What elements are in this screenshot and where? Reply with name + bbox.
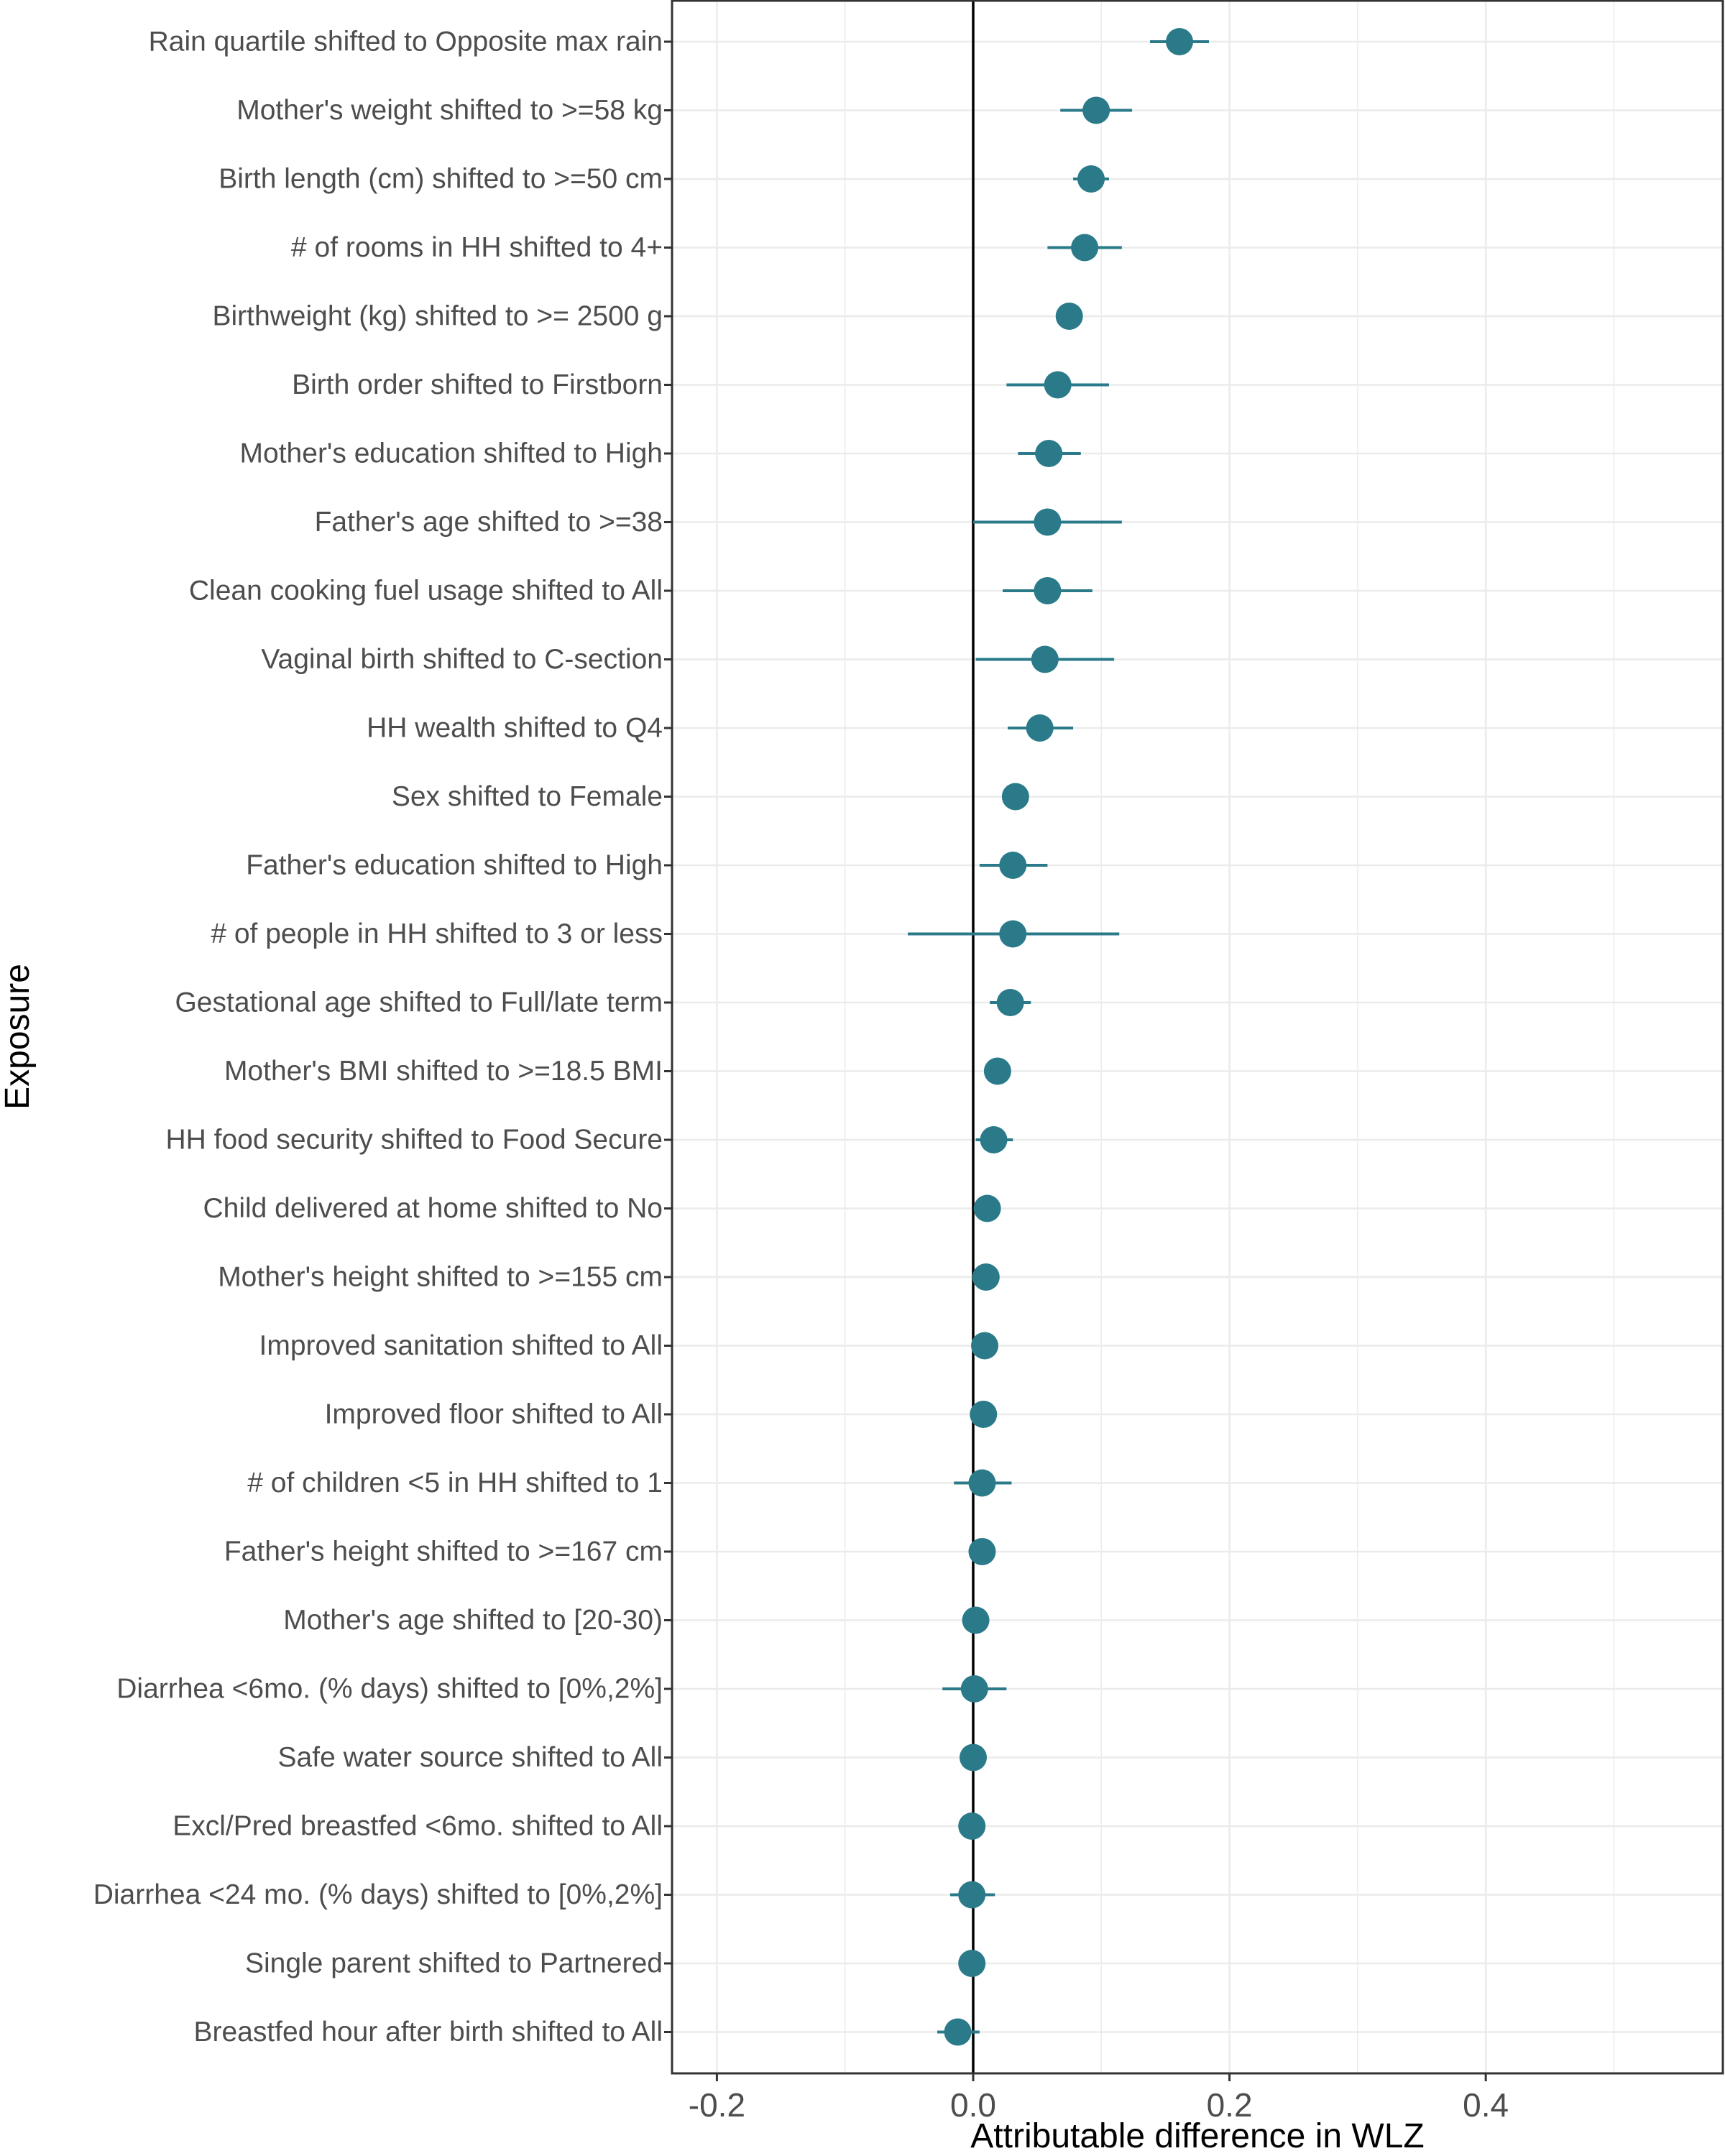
y-tick-label: # of rooms in HH shifted to 4+ (291, 232, 663, 263)
y-tick-label: Single parent shifted to Partnered (245, 1948, 663, 1979)
x-tick-label: 0.2 (1207, 2086, 1253, 2124)
point-estimates (944, 28, 1194, 2046)
y-tick-label: Father's height shifted to >=167 cm (224, 1537, 663, 1567)
point-estimate (944, 2018, 972, 2046)
y-tick-label: Clean cooking fuel usage shifted to All (189, 576, 663, 607)
x-axis-title: Attributable difference in WLZ (970, 2117, 1424, 2155)
point-estimate (970, 1401, 998, 1428)
y-tick-label: Mother's age shifted to [20-30) (283, 1605, 663, 1636)
y-tick-label: Breastfed hour after birth shifted to Al… (193, 2017, 663, 2047)
point-estimate (972, 1263, 1000, 1291)
y-tick-label: Improved sanitation shifted to All (259, 1330, 663, 1361)
y-tick-label: Sex shifted to Female (392, 781, 663, 812)
y-tick-label: Mother's weight shifted to >=58 kg (236, 95, 663, 126)
point-estimate (1001, 783, 1029, 811)
y-tick-label: Diarrhea <6mo. (% days) shifted to [0%,2… (116, 1674, 663, 1705)
y-tick-label: Birthweight (kg) shifted to >= 2500 g (212, 301, 663, 332)
point-estimate (1077, 165, 1105, 193)
x-axis: -0.2 0.0 0.2 0.4 (689, 2073, 1509, 2124)
y-axis: Rain quartile shifted to Opposite max ra… (93, 27, 672, 2047)
point-estimate (968, 1538, 996, 1565)
point-estimate (996, 989, 1024, 1016)
y-tick-label: Mother's height shifted to >=155 cm (218, 1262, 663, 1293)
point-estimate (958, 1881, 986, 1909)
point-estimate (1044, 371, 1072, 399)
point-estimate (999, 852, 1027, 879)
point-estimate (999, 920, 1027, 948)
point-estimate (1082, 96, 1110, 124)
point-estimate (962, 1606, 990, 1634)
y-tick-label: HH wealth shifted to Q4 (367, 713, 663, 744)
x-tick-label: 0.4 (1463, 2086, 1509, 2124)
y-tick-label: Birth length (cm) shifted to >=50 cm (218, 164, 663, 195)
point-estimate (980, 1126, 1008, 1153)
x-tick-label: 0.0 (950, 2086, 996, 2124)
point-estimate (1166, 28, 1194, 55)
y-tick-label: # of people in HH shifted to 3 or less (211, 918, 663, 949)
y-tick-label: Father's education shifted to High (246, 850, 663, 881)
point-estimate (1035, 440, 1063, 467)
point-estimate (960, 1675, 988, 1703)
y-axis-title: Exposure (0, 964, 37, 1110)
y-tick-label: Mother's education shifted to High (240, 438, 663, 469)
point-estimate (959, 1743, 987, 1772)
y-tick-label: Gestational age shifted to Full/late ter… (175, 987, 663, 1018)
point-estimate (1031, 645, 1059, 673)
point-estimate (1055, 303, 1083, 330)
point-estimate (968, 1469, 996, 1497)
point-estimate (1034, 508, 1062, 536)
y-tick-label: Diarrhea <24 mo. (% days) shifted to [0%… (93, 1879, 663, 1910)
panel-border (671, 0, 1724, 2075)
point-estimate (1034, 577, 1062, 604)
point-estimate (983, 1057, 1011, 1085)
y-tick-label: # of children <5 in HH shifted to 1 (247, 1468, 663, 1498)
y-tick-label: Father's age shifted to >=38 (315, 507, 663, 538)
y-tick-label: Safe water source shifted to All (278, 1742, 663, 1773)
x-tick-label: -0.2 (689, 2086, 745, 2124)
y-tick-label: HH food security shifted to Food Secure (165, 1125, 663, 1156)
point-estimate (971, 1332, 999, 1360)
y-tick-label: Excl/Pred breastfed <6mo. shifted to All (172, 1811, 663, 1842)
y-tick-label: Rain quartile shifted to Opposite max ra… (149, 27, 663, 57)
point-estimate (1071, 234, 1099, 262)
y-tick-label: Mother's BMI shifted to >=18.5 BMI (224, 1056, 663, 1087)
y-tick-label: Improved floor shifted to All (325, 1399, 663, 1430)
point-estimate (958, 1812, 986, 1840)
y-tick-label: Birth order shifted to Firstborn (292, 369, 663, 400)
y-tick-label: Child delivered at home shifted to No (203, 1193, 663, 1224)
point-estimate (973, 1194, 1001, 1222)
point-estimate (1026, 714, 1054, 742)
point-estimate (958, 1950, 986, 1977)
y-tick-label: Vaginal birth shifted to C-section (261, 644, 663, 675)
